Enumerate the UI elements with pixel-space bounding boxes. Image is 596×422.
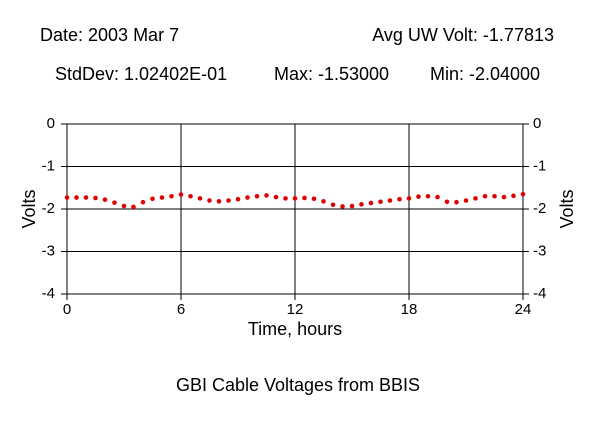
data-point: [321, 199, 326, 204]
y2-axis-label: Volts: [557, 189, 577, 228]
data-point: [435, 194, 440, 200]
y-tick-label: -3: [42, 242, 55, 259]
data-point: [425, 193, 431, 199]
data-point: [112, 200, 117, 205]
y2-tick-label: -2: [533, 200, 546, 217]
y2-tick-label: -4: [533, 285, 546, 302]
annotation: Min: -2.04000: [430, 64, 540, 84]
x-tick-label: 24: [515, 301, 532, 318]
y-tick-label: 0: [47, 115, 55, 132]
data-point: [207, 198, 212, 203]
data-point: [273, 194, 279, 200]
data-point: [368, 200, 374, 206]
data-point: [188, 193, 193, 199]
x-tick-label: 12: [287, 301, 304, 318]
x-tick-label: 18: [401, 301, 418, 318]
data-point: [226, 198, 231, 203]
data-point: [140, 199, 146, 205]
y2-tick-label: 0: [533, 115, 541, 132]
data-point: [178, 192, 184, 197]
data-point: [264, 193, 269, 198]
x-tick-label: 0: [63, 301, 71, 318]
y2-tick-label: -1: [533, 157, 546, 174]
data-point: [501, 194, 507, 200]
annotation: Date: 2003 Mar 7: [40, 25, 179, 45]
x-axis-label: Time, hours: [248, 319, 342, 339]
y-tick-label: -4: [42, 285, 55, 302]
data-point: [330, 202, 336, 208]
data-point: [492, 193, 497, 199]
data-point: [121, 203, 127, 209]
data-point: [254, 193, 260, 199]
data-point: [349, 203, 355, 209]
data-point: [216, 199, 222, 204]
data-point: [359, 202, 364, 207]
y-axis-label: Volts: [19, 189, 39, 228]
data-point: [131, 204, 136, 210]
data-point: [482, 193, 488, 199]
data-point: [520, 191, 526, 197]
data-point: [340, 204, 345, 209]
data-point: [245, 195, 250, 200]
y-tick-label: -2: [42, 200, 55, 217]
y2-tick-label: -3: [533, 242, 546, 259]
data-point: [159, 195, 165, 200]
data-point: [235, 196, 241, 202]
data-point: [283, 196, 288, 201]
annotation: Avg UW Volt: -1.77813: [372, 25, 554, 45]
data-point: [292, 196, 298, 201]
data-point: [397, 196, 402, 202]
data-point: [83, 195, 89, 200]
data-point: [387, 198, 393, 203]
y-tick-label: -1: [42, 157, 55, 174]
data-point: [444, 199, 450, 205]
data-point: [74, 195, 79, 200]
data-point: [416, 194, 421, 199]
data-point: [378, 199, 383, 205]
data-point: [197, 196, 203, 201]
data-point: [102, 197, 108, 202]
data-point: [473, 196, 478, 201]
data-point: [150, 196, 155, 202]
data-point: [302, 195, 307, 201]
annotation: StdDev: 1.02402E-01: [55, 64, 227, 84]
data-point: [93, 195, 98, 201]
annotation: Max: -1.53000: [274, 64, 389, 84]
data-point: [406, 196, 412, 201]
data-point: [169, 193, 174, 199]
data-point: [64, 195, 70, 200]
data-point: [454, 199, 459, 205]
data-point: [511, 193, 516, 199]
data-point: [311, 196, 317, 202]
chart-title: GBI Cable Voltages from BBIS: [176, 375, 420, 395]
x-tick-label: 6: [177, 301, 185, 318]
data-point: [463, 198, 469, 203]
